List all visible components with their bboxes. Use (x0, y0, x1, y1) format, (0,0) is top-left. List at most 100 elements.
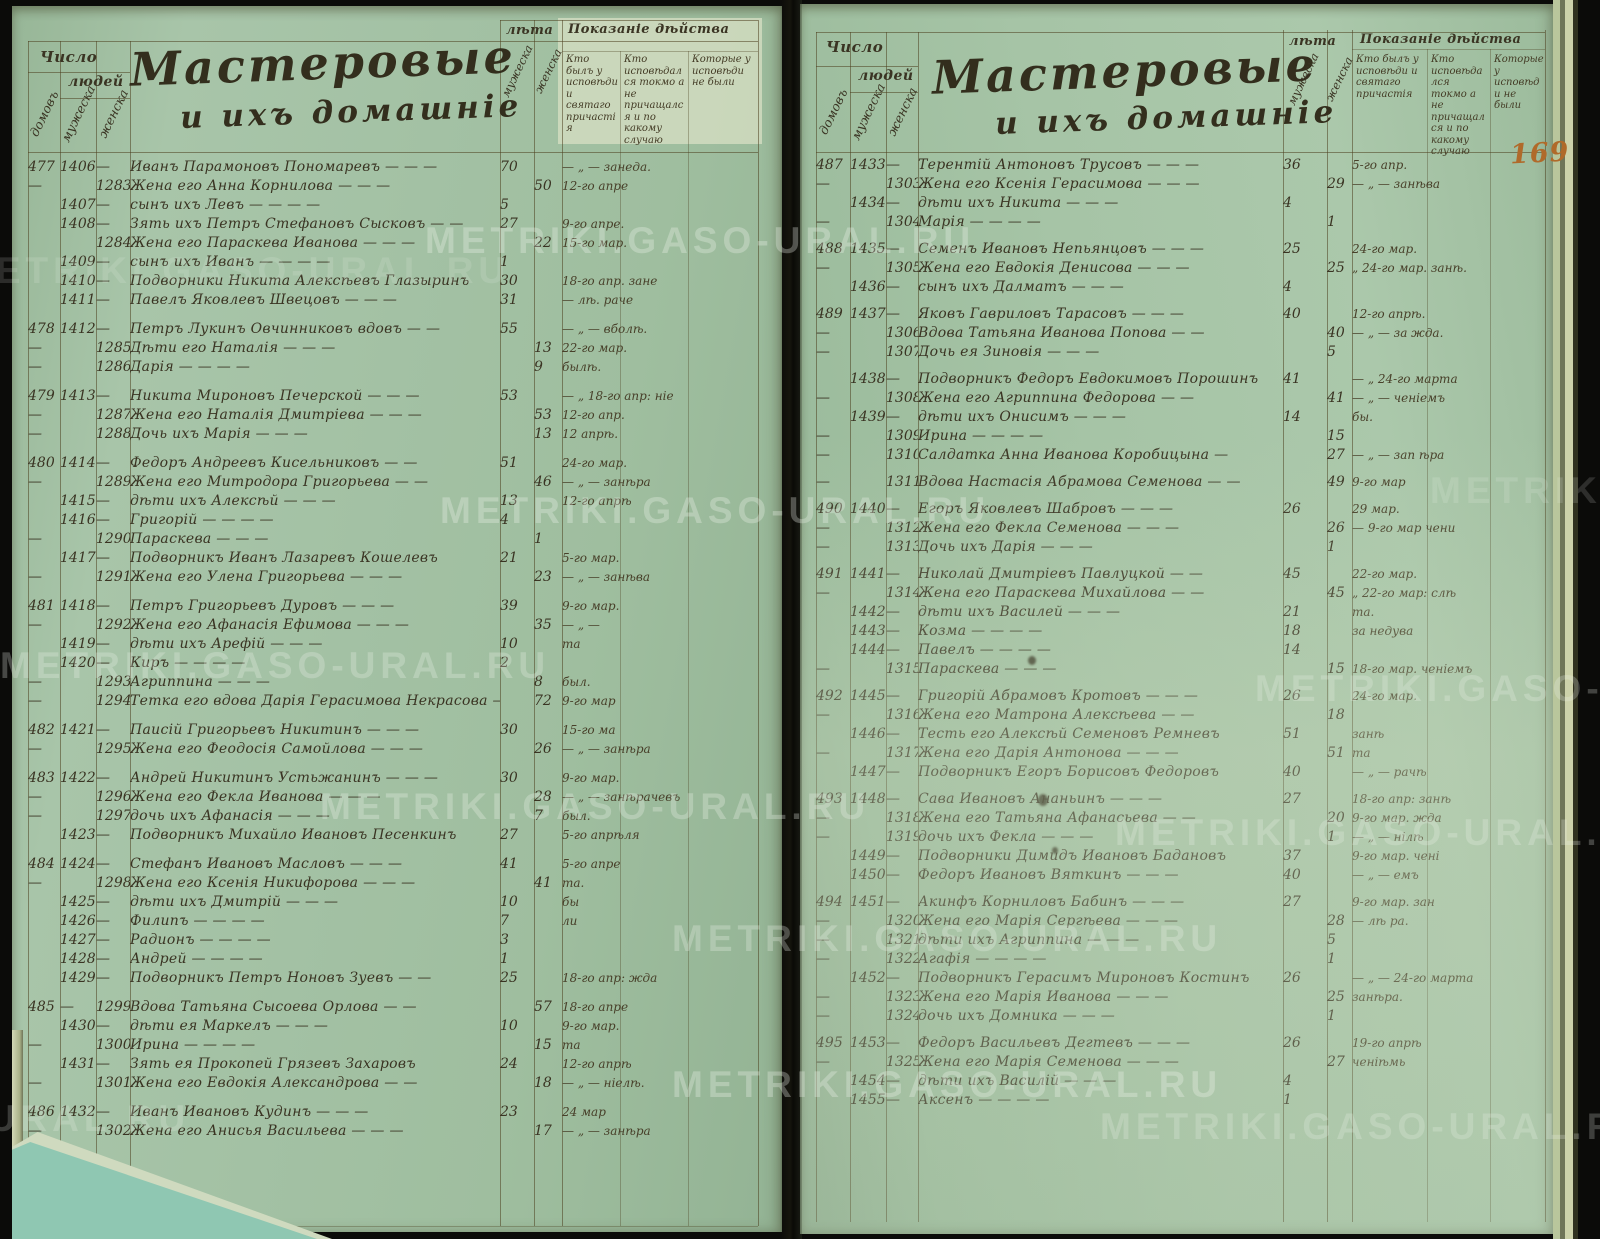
ledger-row: 487 1433 — Терентій Антоновъ Трусовъ — —… (816, 156, 1545, 175)
person-name: Зять ихъ Петръ Стефановъ Сысковъ — — (130, 216, 464, 232)
page-edge-strip (12, 1030, 23, 1239)
person-name: Агафія — — — — (918, 951, 1047, 967)
person-name: Жена его Афанасія Ефимова — — — (130, 617, 410, 633)
female-entry-number: — (886, 1035, 900, 1051)
person-name: дочь ихъ Афанасія — — — (130, 808, 331, 824)
female-entry-number: — (886, 279, 900, 295)
person-name: сынъ ихъ Далматъ — — — (918, 279, 1125, 295)
table-rule (534, 20, 535, 1226)
table-rule (1545, 30, 1546, 1222)
female-entry-number: — (886, 642, 900, 658)
male-entry-number: 1411 (60, 292, 96, 308)
male-entry-number: 1415 (60, 493, 96, 509)
person-name: Жена его Анисья Васильева — — — (130, 1123, 404, 1139)
age-header: лѣта (1289, 34, 1337, 49)
household-number: 482 (28, 722, 55, 738)
female-age: 17 (534, 1123, 552, 1139)
confession-note: 9-го мар. жда (1352, 811, 1442, 825)
confession-note: та (1352, 746, 1371, 760)
male-age: 2 (500, 655, 509, 671)
female-age: 40 (1327, 325, 1345, 341)
person-name: Андрей Никитинъ Устьжанинъ — — — (130, 770, 439, 786)
male-entry-number: 1406 (60, 159, 96, 175)
ledger-row: — 1301 Жена его Евдокія Александрова — —… (28, 1074, 758, 1093)
person-name: Жена его Татьяна Афанасьева — — (918, 810, 1197, 826)
ledger-row: — 1293 Агриппина — — — 8 был. (28, 673, 758, 692)
confession-note: 15-го ма (562, 723, 616, 737)
confession-note: — „ — занѣва (562, 570, 650, 584)
ledger-row: 1420 — Киръ — — — — 2 (28, 654, 758, 673)
ledger-rows-left: 477 1406 — Иванъ Парамоновъ Пономаревъ —… (28, 158, 758, 1141)
deed-col1-header: Кто былъ у исповѣди и святаго причастія (1356, 54, 1419, 100)
female-entry-number: — (886, 1092, 900, 1108)
female-age: 1 (1327, 539, 1336, 555)
deed-header: Показаніе дѣйства (1360, 32, 1522, 47)
household-number: 480 (28, 455, 55, 471)
person-name: Жена его Агриппина Федорова — — (918, 390, 1195, 406)
confession-note: — „ — (562, 618, 600, 632)
confession-note: — 9-го мар чени (1352, 521, 1456, 535)
male-age: 26 (1283, 501, 1301, 517)
household-number: 493 (816, 791, 843, 807)
male-entry-number: 1445 (850, 688, 886, 704)
ledger-row: — 1318 Жена его Татьяна Афанасьева — — 2… (816, 809, 1545, 828)
household-number: — (28, 569, 42, 585)
male-age: 39 (500, 598, 518, 614)
confession-note: — „ — за жда. (1352, 326, 1444, 340)
ledger-row: 482 1421 — Паисій Григорьевъ Никитинъ — … (28, 721, 758, 740)
ledger-row: 1452 — Подворникъ Герасимъ Мироновъ Кост… (816, 969, 1545, 988)
confession-note: „ 24-го мар. занѣ. (1352, 261, 1467, 275)
household-number: — (28, 617, 42, 633)
male-entry-number: 1419 (60, 636, 96, 652)
female-entry-number: 1292 (96, 617, 130, 633)
person-name: Жена его Евдокія Денисова — — — (918, 260, 1190, 276)
table-rule (60, 41, 61, 1226)
female-entry-number: 1288 (96, 426, 130, 442)
confession-note: — „ — ченіемъ (1352, 391, 1446, 405)
male-entry-number: 1439 (850, 409, 886, 425)
person-name: Подворникъ Егоръ Борисовъ Федоровъ (918, 764, 1220, 780)
person-name: Жена его Марія Иванова — — — (918, 989, 1169, 1005)
ledger-row: — 1306 Вдова Татьяна Иванова Попова — — … (816, 324, 1545, 343)
male-entry-number: 1448 (850, 791, 886, 807)
male-entry-number: 1424 (60, 856, 96, 872)
male-entry-number: 1432 (60, 1104, 96, 1120)
ledger-row: 1442 — дѣти ихъ Василей — — — 21 та. (816, 603, 1545, 622)
female-entry-number: 1304 (886, 214, 918, 230)
ledger-row: — 1303 Жена его Ксенія Герасимова — — — … (816, 175, 1545, 194)
person-name: Подворники Никита Алексѣевъ Глазыринъ (130, 273, 470, 289)
male-entry-number: 1443 (850, 623, 886, 639)
table-rule (688, 51, 689, 1226)
male-entry-number: 1434 (850, 195, 886, 211)
table-rule (886, 32, 887, 1222)
ledger-row: 490 1440 — Егоръ Яковлевъ Шабровъ — — — … (816, 500, 1545, 519)
male-age: 30 (500, 770, 518, 786)
female-age: 20 (1327, 810, 1345, 826)
person-name: Григорій Абрамовъ Кротовъ — — — (918, 688, 1199, 704)
household-number: — (816, 520, 830, 536)
person-name: Жена его Марія Семенова — — — (918, 1054, 1180, 1070)
person-name: Киръ — — — — (130, 655, 246, 671)
confession-note: 18-го мар. ченіемъ (1352, 662, 1473, 676)
male-entry-number: 1422 (60, 770, 96, 786)
person-name: сынъ ихъ Левъ — — — — (130, 197, 321, 213)
confession-note: „ 22-го мар: слѣ (1352, 586, 1457, 600)
male-entry-number: 1409 (60, 254, 96, 270)
female-age: 26 (534, 741, 552, 757)
male-age: 4 (1283, 279, 1292, 295)
deed-col2-header: Кто исповѣдался токмо а не причащался и … (624, 54, 685, 146)
table-rule (1490, 49, 1491, 1222)
male-age: 51 (1283, 726, 1301, 742)
person-name: Жена его Матрона Алексѣева — — (918, 707, 1195, 723)
female-age: 9 (534, 359, 543, 375)
confession-note: 22-го мар. (562, 341, 628, 355)
count-people-header: людей (68, 74, 124, 90)
male-entry-number: 1420 (60, 655, 96, 671)
person-name: Жена его Параскева Иванова — — — (130, 235, 416, 251)
male-age: 14 (1283, 642, 1301, 658)
ledger-row: 478 1412 — Петръ Лукинъ Овчинниковъ вдов… (28, 320, 758, 339)
female-entry-number: 1309 (886, 428, 918, 444)
